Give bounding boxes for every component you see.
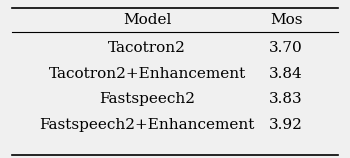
Text: Fastspeech2: Fastspeech2 <box>99 92 195 106</box>
Text: Tacotron2+Enhancement: Tacotron2+Enhancement <box>49 67 246 81</box>
Text: 3.83: 3.83 <box>269 92 303 106</box>
Text: Fastspeech2+Enhancement: Fastspeech2+Enhancement <box>40 118 255 132</box>
Text: 3.92: 3.92 <box>269 118 303 132</box>
Text: Mos: Mos <box>270 13 302 27</box>
Text: 3.70: 3.70 <box>269 41 303 55</box>
Text: Tacotron2: Tacotron2 <box>108 41 186 55</box>
Text: 3.84: 3.84 <box>269 67 303 81</box>
Text: Model: Model <box>123 13 172 27</box>
